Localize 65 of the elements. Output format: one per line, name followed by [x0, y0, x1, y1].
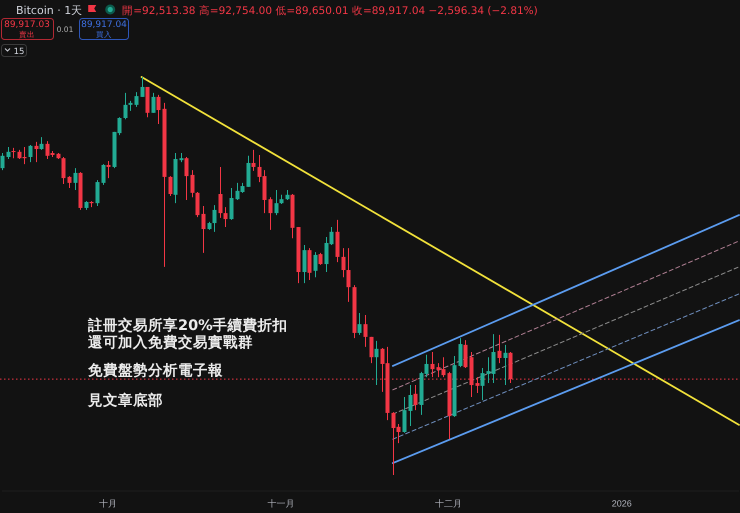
- candlestick: [6, 146, 10, 160]
- candlestick: [40, 136, 44, 150]
- chart-title: Bitcoin · 1天: [16, 4, 82, 17]
- candlestick: [0, 152, 4, 171]
- candlestick: [102, 164, 106, 186]
- candlestick: [286, 190, 290, 200]
- candlestick: [28, 144, 32, 163]
- candlestick: [302, 244, 306, 284]
- candlestick: [128, 100, 132, 112]
- candlestick: [106, 160, 110, 179]
- candlestick: [196, 192, 200, 218]
- x-tick-label: 十二月: [435, 498, 462, 508]
- candlestick: [414, 384, 418, 411]
- candlestick: [68, 176, 72, 189]
- candlestick: [408, 384, 412, 427]
- candlestick: [12, 147, 16, 159]
- candlestick: [342, 248, 346, 278]
- candlestick: [346, 248, 350, 302]
- x-tick-label: 十月: [99, 498, 118, 508]
- candlestick: [180, 152, 184, 163]
- candlestick: [318, 252, 322, 266]
- candlestick: [498, 334, 502, 364]
- candlestick: [74, 168, 78, 191]
- x-tick-label: 十一月: [268, 498, 295, 508]
- candlestick: [124, 92, 128, 120]
- candlestick: [268, 196, 272, 230]
- candlestick: [156, 94, 160, 124]
- candlestick: [190, 170, 194, 198]
- candlestick: [464, 340, 468, 368]
- candlestick: [252, 149, 256, 172]
- candlestick: [212, 204, 216, 232]
- candlestick: [314, 252, 318, 278]
- candlestick: [374, 340, 378, 386]
- candlestick: [504, 344, 508, 386]
- text: 15: [14, 47, 24, 57]
- text: 89,917.04: [81, 20, 128, 30]
- candlestick: [364, 314, 368, 348]
- candlestick: [274, 190, 278, 216]
- candlestick: [370, 336, 374, 364]
- candlestick: [134, 92, 138, 108]
- candlestick: [402, 396, 406, 434]
- candlestick: [62, 156, 66, 185]
- candlestick: [140, 76, 144, 98]
- candlestick: [34, 141, 38, 163]
- candlestick: [224, 206, 228, 228]
- candlestick: [218, 166, 222, 218]
- candlestick: [280, 194, 284, 204]
- candlestick: [480, 367, 484, 401]
- text: 89,917.03: [4, 20, 50, 30]
- candlestick: [152, 92, 156, 114]
- annotation: 見文章底部: [87, 391, 163, 409]
- candlestick: [168, 176, 172, 196]
- candlestick: [96, 180, 100, 206]
- candlestick: [308, 248, 312, 280]
- x-tick-label: 2026: [612, 498, 632, 508]
- candlestick: [458, 338, 462, 368]
- candlestick: [358, 312, 362, 336]
- annotation: 免費盤勢分析電子報: [87, 362, 224, 379]
- candlestick: [230, 188, 234, 220]
- annotation: 註冊交易所享20%手續費折扣: [87, 316, 288, 334]
- chart-subtitle: 開=92,513.38 高=92,754.00 低=89,650.01 收=89,917.04 −2,596.34 (−2.81%): [122, 4, 538, 17]
- candlestick: [246, 155, 250, 188]
- candlestick: [202, 205, 206, 254]
- annotation: 還可加入免費交易實戰群: [88, 333, 253, 351]
- candlestick: [184, 156, 188, 200]
